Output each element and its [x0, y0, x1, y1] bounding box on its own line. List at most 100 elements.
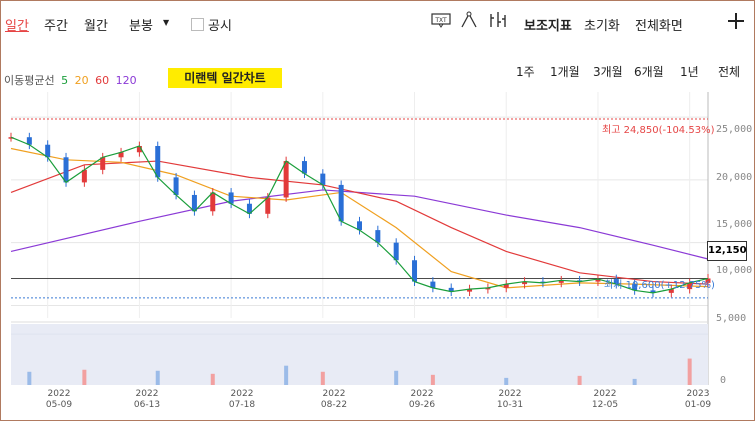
candle-body: [283, 161, 289, 198]
disclosure-toggle[interactable]: 공시: [191, 15, 232, 34]
candle-body: [485, 287, 491, 290]
volume-bar: [284, 365, 289, 385]
candle-body: [301, 161, 307, 174]
ma-5: 5: [61, 74, 69, 87]
candle-body: [393, 242, 399, 261]
candle-body: [705, 278, 711, 283]
drawing-icon[interactable]: [460, 11, 478, 33]
current-price-tag: 12,150: [707, 241, 747, 261]
ma60-line: [10, 160, 709, 285]
volume-bar: [27, 371, 32, 385]
period-6m[interactable]: 6개월: [634, 65, 664, 79]
candle-body: [26, 137, 32, 145]
candle-body: [100, 157, 106, 170]
candle-body: [668, 289, 674, 293]
volume-bar: [210, 373, 215, 385]
disclosure-label: 공시: [208, 19, 232, 34]
ma120-line: [10, 189, 709, 260]
y-tick-25000: 25,000: [716, 124, 753, 135]
disclosure-checkbox[interactable]: [191, 18, 204, 31]
candle-body: [136, 145, 142, 153]
chart-toolbar: 일간 주간 월간 분봉 ▼ 공시 TXT 보조지표 초기화 전체화면: [0, 0, 753, 48]
volume-bar: [430, 374, 435, 385]
candle-body: [8, 137, 14, 139]
ma-120: 120: [115, 74, 137, 87]
period-1w[interactable]: 1주: [516, 65, 535, 79]
candle-body: [320, 173, 326, 185]
candle-body: [191, 194, 197, 212]
volume-bar: [632, 378, 637, 385]
candle-body: [173, 177, 179, 195]
candle-body: [632, 284, 638, 291]
candle-body: [650, 290, 656, 293]
ma-legend: 이동평균선 5 20 60 120: [4, 72, 140, 88]
tab-minute[interactable]: 분봉: [129, 19, 153, 34]
candle-body: [448, 287, 454, 292]
candle-body: [81, 169, 87, 183]
plus-icon[interactable]: [726, 11, 746, 35]
volume-bar: [320, 371, 325, 385]
volume-bar: [687, 358, 692, 385]
candle-body: [687, 282, 693, 290]
candle-body: [595, 279, 601, 282]
volume-tick-0: 0: [720, 375, 727, 386]
indicators-button[interactable]: 보조지표: [524, 19, 572, 34]
ma5-line: [10, 136, 709, 294]
y-tick-10000: 10,000: [716, 265, 753, 276]
period-3m[interactable]: 3개월: [593, 65, 623, 79]
high-price-label: 최고 24,850(-104.53%): [602, 125, 715, 136]
volume-bar: [577, 375, 582, 385]
x-label: 2022 10-31: [496, 389, 524, 410]
tab-monthly[interactable]: 월간: [84, 19, 108, 34]
x-label: 2022 07-18: [228, 389, 256, 410]
candle-body: [246, 203, 252, 214]
candle-body: [375, 230, 381, 243]
candle-body: [613, 279, 619, 285]
text-icon[interactable]: TXT: [431, 12, 451, 32]
x-label: 2022 09-26: [408, 389, 436, 410]
candle-body: [45, 144, 51, 158]
ma-20: 20: [74, 74, 89, 87]
candle-body: [467, 289, 473, 292]
candle-body: [265, 197, 271, 214]
ma-legend-label: 이동평균선: [4, 74, 55, 87]
x-label: 2022 12-05: [591, 389, 619, 410]
candle-body: [503, 284, 509, 288]
candle-body: [357, 221, 362, 231]
minute-dropdown-icon[interactable]: ▼: [163, 18, 170, 27]
volume-bar: [155, 370, 160, 385]
candle-body: [210, 192, 216, 212]
y-tick-20000: 20,000: [716, 172, 753, 183]
candle-body: [338, 184, 344, 222]
svg-text:TXT: TXT: [434, 17, 447, 24]
x-label: 2022 06-13: [133, 389, 161, 410]
y-tick-15000: 15,000: [716, 219, 753, 230]
low-price-label: 최저 10,600(+12.75%): [604, 280, 715, 291]
ma-60: 60: [95, 74, 110, 87]
period-all[interactable]: 전체: [718, 65, 741, 79]
candle-body: [522, 281, 528, 285]
period-1y[interactable]: 1년: [680, 65, 699, 79]
period-1m[interactable]: 1개월: [550, 65, 580, 79]
volume-bar: [82, 369, 87, 385]
indicator-icon[interactable]: [488, 11, 508, 33]
x-label: 2023 01-09: [684, 389, 712, 410]
volume-panel: [11, 324, 708, 385]
candle-body: [558, 280, 564, 283]
fullscreen-button[interactable]: 전체화면: [635, 19, 683, 34]
x-label: 2022 05-09: [45, 389, 73, 410]
chart-title-badge: 미랜텍 일간차트: [168, 68, 282, 88]
tab-weekly[interactable]: 주간: [44, 19, 68, 34]
candle-body: [63, 157, 69, 183]
candle-body: [430, 281, 436, 288]
volume-tick-5000: 5,000: [716, 313, 747, 324]
candle-body: [155, 145, 161, 178]
candle-body: [118, 152, 124, 158]
volume-bar: [504, 377, 509, 385]
x-label: 2022 08-22: [320, 389, 348, 410]
tab-daily[interactable]: 일간: [5, 19, 29, 34]
candle-body: [228, 192, 234, 204]
reset-button[interactable]: 초기화: [584, 19, 620, 34]
volume-bar: [394, 370, 399, 385]
